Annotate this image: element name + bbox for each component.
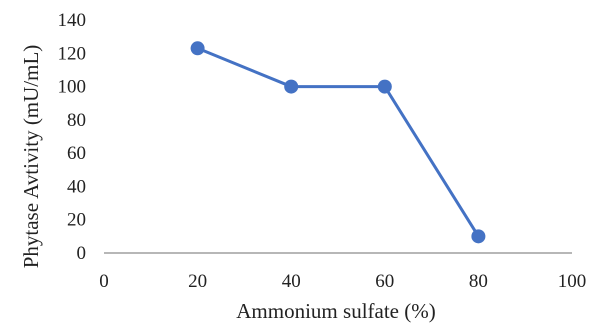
x-tick-label: 40 <box>282 271 301 292</box>
y-tick-labels: 0 20 40 60 80 100 120 140 <box>58 10 87 264</box>
y-tick-label: 0 <box>77 243 87 264</box>
x-tick-label: 20 <box>188 271 207 292</box>
y-tick-label: 140 <box>58 10 87 31</box>
x-tick-labels: 0 20 40 60 80 100 <box>99 271 586 292</box>
data-point <box>284 79 299 94</box>
y-tick-label: 20 <box>67 210 86 231</box>
data-point <box>377 79 392 94</box>
y-axis-title: Phytase Avtivity (mU/mL) <box>19 45 43 269</box>
y-tick-label: 100 <box>58 77 87 98</box>
y-tick-label: 60 <box>67 143 86 164</box>
y-tick-label: 80 <box>67 110 86 131</box>
y-tick-label: 40 <box>67 176 86 197</box>
x-tick-label: 80 <box>469 271 488 292</box>
x-tick-label: 100 <box>558 271 587 292</box>
y-tick-label: 120 <box>58 43 87 64</box>
series-line <box>197 46 480 238</box>
x-axis-title: Ammonium sulfate (%) <box>236 299 435 323</box>
data-point <box>471 229 486 244</box>
x-tick-label: 60 <box>375 271 394 292</box>
data-point <box>190 41 205 56</box>
series-layer <box>190 41 486 244</box>
x-tick-label: 0 <box>99 271 109 292</box>
